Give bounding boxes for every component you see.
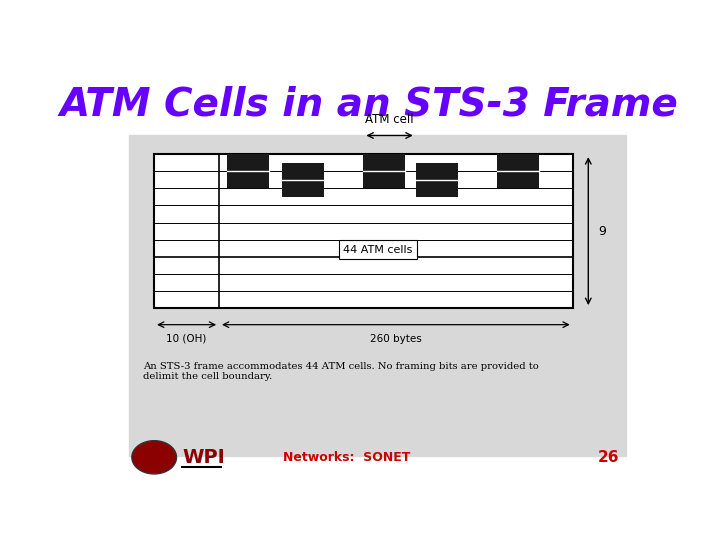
Text: 260 bytes: 260 bytes — [370, 334, 422, 344]
Bar — [154, 154, 572, 308]
Text: WPI: WPI — [182, 448, 225, 467]
Bar — [415, 163, 458, 197]
Bar — [282, 163, 324, 197]
Text: Networks:  SONET: Networks: SONET — [283, 451, 410, 464]
Polygon shape — [132, 441, 176, 474]
Bar — [129, 136, 626, 456]
Bar — [228, 154, 269, 188]
Text: 9: 9 — [598, 225, 606, 238]
Text: ATM Cells in an STS-3 Frame: ATM Cells in an STS-3 Frame — [60, 85, 678, 123]
Text: 44 ATM cells: 44 ATM cells — [343, 245, 413, 254]
Bar — [498, 154, 539, 188]
Text: An STS-3 frame accommodates 44 ATM cells. No framing bits are provided to
delimi: An STS-3 frame accommodates 44 ATM cells… — [143, 362, 539, 381]
Bar — [364, 154, 405, 188]
Text: ATM cell: ATM cell — [365, 113, 414, 126]
Text: 10 (OH): 10 (OH) — [166, 334, 207, 344]
Text: 26: 26 — [598, 450, 620, 465]
